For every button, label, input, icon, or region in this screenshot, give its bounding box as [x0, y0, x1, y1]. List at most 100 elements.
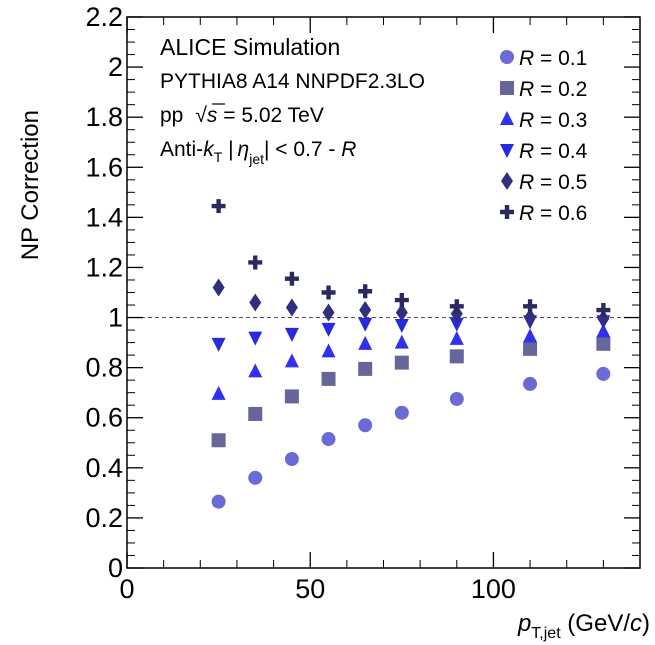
y-tick-label: 0.4	[85, 453, 123, 483]
data-point	[321, 343, 336, 358]
data-point	[284, 389, 299, 404]
data-point	[596, 366, 611, 381]
legend-marker	[500, 50, 514, 64]
x-tick-label: 0	[119, 574, 134, 604]
y-axis-label: NP Correction	[17, 110, 44, 260]
x-axis-label: pT,jet (GeV/c)	[517, 610, 650, 642]
data-point	[358, 418, 373, 433]
data-point	[596, 336, 611, 351]
y-tick-label: 0.8	[85, 353, 123, 383]
data-point	[248, 363, 263, 378]
series-r-0.5	[212, 278, 610, 328]
x-axis-unit-pre: (GeV/	[561, 610, 631, 637]
data-point	[449, 330, 464, 345]
data-point	[358, 284, 373, 299]
data-point	[284, 452, 299, 467]
data-point	[449, 349, 464, 364]
legend-label: R = 0.1	[519, 47, 587, 70]
data-point	[394, 355, 409, 370]
data-point	[211, 385, 226, 400]
annotation-algorithm: Anti-kT | ηjet| < 0.7 - R	[160, 138, 356, 167]
y-tick-label: 1.6	[85, 152, 123, 182]
data-point	[596, 303, 611, 318]
data-point	[395, 303, 408, 322]
y-tick-label: 0.2	[85, 503, 123, 533]
series-r-0.4	[211, 315, 611, 352]
data-point	[523, 341, 538, 356]
data-point	[597, 309, 610, 328]
y-tick-label: 1.8	[85, 102, 123, 132]
y-tick-label: 1.2	[85, 252, 123, 282]
data-point	[450, 304, 463, 323]
data-point	[358, 317, 373, 332]
data-point	[211, 199, 226, 214]
legend-label: R = 0.5	[519, 171, 587, 194]
annotation-generator: PYTHIA8 A14 NNPDF2.3LO	[160, 70, 425, 93]
x-tick-label: 50	[295, 574, 325, 604]
legend-marker	[501, 172, 513, 190]
data-point	[248, 470, 263, 485]
data-point	[321, 371, 336, 386]
legend-label: R = 0.2	[519, 78, 587, 101]
series-r-0.1	[211, 366, 611, 509]
data-point	[212, 278, 225, 297]
legend-marker	[500, 144, 514, 158]
data-point	[358, 361, 373, 376]
y-tick-label: 0.6	[85, 403, 123, 433]
x-axis-var: p	[517, 610, 531, 637]
data-point	[211, 433, 226, 448]
data-point	[449, 391, 464, 406]
annotation-energy: pp √s = 5.02 TeV	[160, 104, 324, 127]
data-point	[248, 255, 263, 270]
y-tick-label: 2.2	[85, 2, 123, 32]
plot-frame	[126, 16, 641, 569]
data-point	[524, 308, 537, 327]
data-point	[394, 334, 409, 349]
data-point	[394, 319, 409, 334]
data-point	[523, 328, 538, 343]
data-point	[523, 376, 538, 391]
data-point	[249, 293, 262, 312]
legend-marker	[500, 81, 514, 95]
x-axis-sub: T,jet	[531, 625, 561, 642]
legend-label: R = 0.4	[519, 140, 588, 163]
y-tick-label: 1.4	[85, 202, 123, 232]
points-layer	[211, 199, 611, 509]
data-point	[322, 303, 335, 322]
data-point	[394, 405, 409, 420]
data-point	[211, 494, 226, 509]
data-point	[449, 299, 464, 314]
x-axis-unit-post: )	[642, 610, 650, 637]
legend-label: R = 0.6	[519, 202, 587, 225]
y-tick-label: 1	[108, 303, 123, 333]
y-tick-label: 0	[108, 553, 123, 583]
data-point	[394, 293, 409, 308]
legend: R = 0.1 R = 0.2 R = 0.3 R = 0.4 R = 0.5 R = 0…	[500, 47, 588, 225]
data-point	[284, 327, 299, 342]
legend-marker	[500, 205, 514, 219]
y-tick-label: 2	[108, 52, 123, 82]
data-point	[284, 353, 299, 368]
series-r-0.6	[211, 199, 611, 318]
data-point	[359, 301, 372, 320]
data-point	[358, 335, 373, 350]
annotation-title: ALICE Simulation	[160, 34, 340, 60]
series-r-0.2	[211, 336, 611, 448]
series-r-0.3	[211, 323, 611, 400]
data-point	[523, 299, 538, 314]
data-point	[248, 406, 263, 421]
legend-marker	[500, 111, 514, 125]
data-point	[211, 337, 226, 352]
data-point	[321, 432, 336, 447]
data-point	[321, 285, 336, 300]
data-point	[321, 322, 336, 337]
legend-label: R = 0.3	[519, 109, 587, 132]
data-point	[248, 331, 263, 346]
x-tick-label: 100	[471, 574, 516, 604]
data-point	[596, 323, 611, 338]
x-axis-unit-c: c	[630, 610, 642, 637]
data-point	[449, 317, 464, 332]
data-point	[285, 298, 298, 317]
data-point	[284, 271, 299, 286]
